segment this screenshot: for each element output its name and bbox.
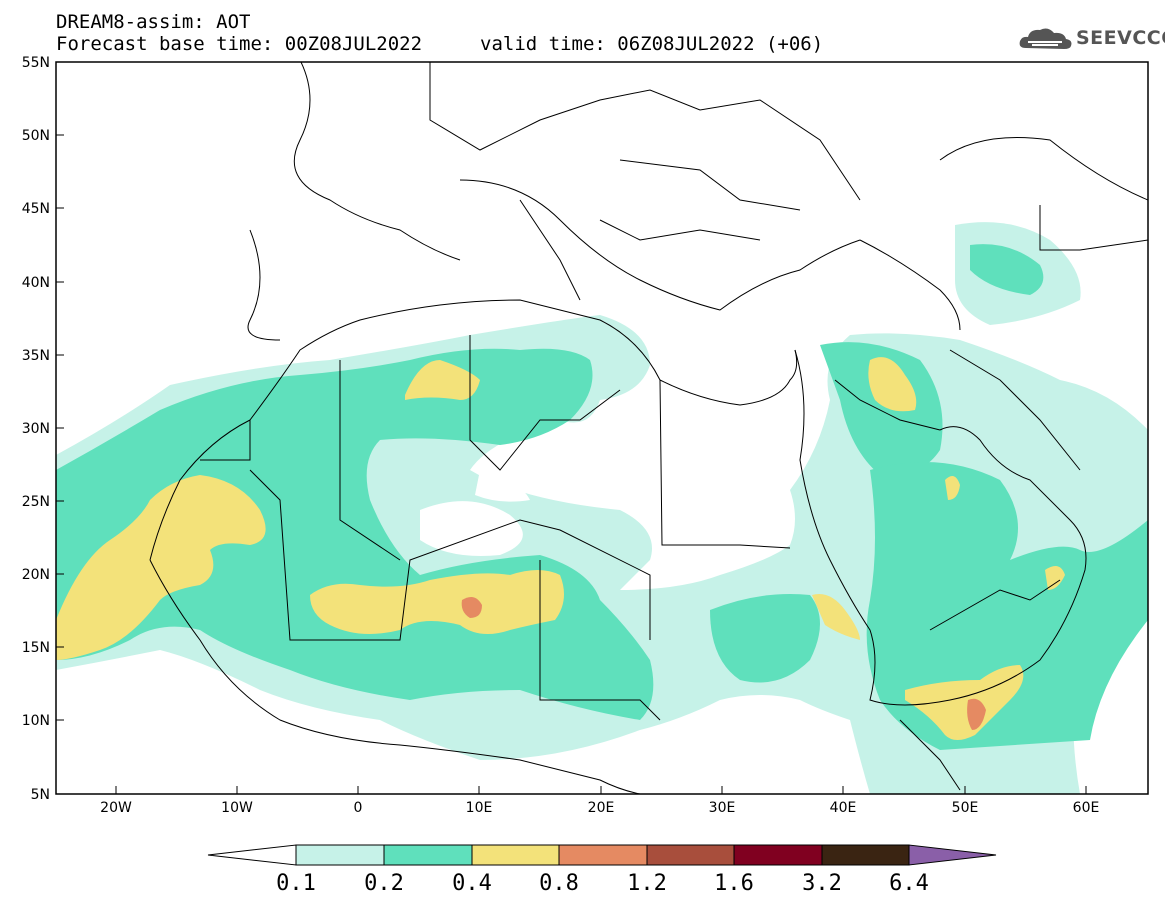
cloud-icon bbox=[1019, 28, 1072, 49]
colorbar-under-arrow bbox=[207, 844, 297, 866]
lon-label: 50E bbox=[952, 800, 979, 816]
lat-label: 25N bbox=[22, 494, 50, 510]
colorbar-label: 1.6 bbox=[714, 871, 754, 896]
colorbar-swatch bbox=[295, 844, 385, 866]
colorbar-label: 0.1 bbox=[276, 871, 316, 896]
colorbar-label: 6.4 bbox=[889, 871, 929, 896]
lat-label: 20N bbox=[22, 567, 50, 583]
forecast-base-time: Forecast base time: 00Z08JUL2022 bbox=[56, 33, 423, 55]
lat-label: 5N bbox=[31, 787, 50, 803]
aot-0.4-0.8-contour bbox=[56, 357, 1065, 740]
model-title: DREAM8-assim: AOT bbox=[56, 11, 251, 33]
lat-label: 45N bbox=[22, 201, 50, 217]
colorbar-swatch bbox=[733, 844, 823, 866]
coastlines bbox=[149, 62, 1148, 794]
seevccc-logo: SEEVCCC bbox=[1018, 24, 1165, 54]
lon-label: 20W bbox=[100, 800, 132, 816]
lon-label: 30E bbox=[709, 800, 736, 816]
aot-field bbox=[56, 62, 1148, 794]
aot-0.8-1.2-contour bbox=[461, 596, 986, 730]
latitude-axis bbox=[56, 61, 64, 795]
colorbar-label: 0.2 bbox=[364, 871, 404, 896]
colorbar bbox=[207, 844, 997, 866]
lon-label: 10E bbox=[466, 800, 493, 816]
lon-label: 60E bbox=[1073, 800, 1100, 816]
valid-time: valid time: 06Z08JUL2022 (+06) bbox=[480, 33, 824, 55]
colorbar-swatch bbox=[383, 844, 473, 866]
colorbar-label: 0.8 bbox=[539, 871, 579, 896]
lon-label: 40E bbox=[830, 800, 857, 816]
lat-label: 50N bbox=[22, 128, 50, 144]
longitude-axis bbox=[115, 786, 1087, 794]
lat-label: 30N bbox=[22, 421, 50, 437]
colorbar-swatch bbox=[471, 844, 560, 866]
lat-label: 10N bbox=[22, 713, 50, 729]
colorbar-label: 0.4 bbox=[452, 871, 492, 896]
colorbar-swatch bbox=[558, 844, 648, 866]
colorbar-label: 3.2 bbox=[802, 871, 842, 896]
lon-label: 20E bbox=[588, 800, 615, 816]
logo-text: SEEVCCC bbox=[1076, 27, 1165, 49]
colorbar-label: 1.2 bbox=[627, 871, 667, 896]
lat-label: 15N bbox=[22, 640, 50, 656]
lat-label: 40N bbox=[22, 275, 50, 291]
colorbar-swatch bbox=[646, 844, 735, 866]
lat-label: 55N bbox=[22, 55, 50, 71]
lat-label: 35N bbox=[22, 348, 50, 364]
lon-label: 0 bbox=[354, 800, 363, 816]
lon-label: 10W bbox=[221, 800, 253, 816]
colorbar-over-arrow bbox=[908, 844, 997, 866]
colorbar-swatch bbox=[821, 844, 910, 866]
